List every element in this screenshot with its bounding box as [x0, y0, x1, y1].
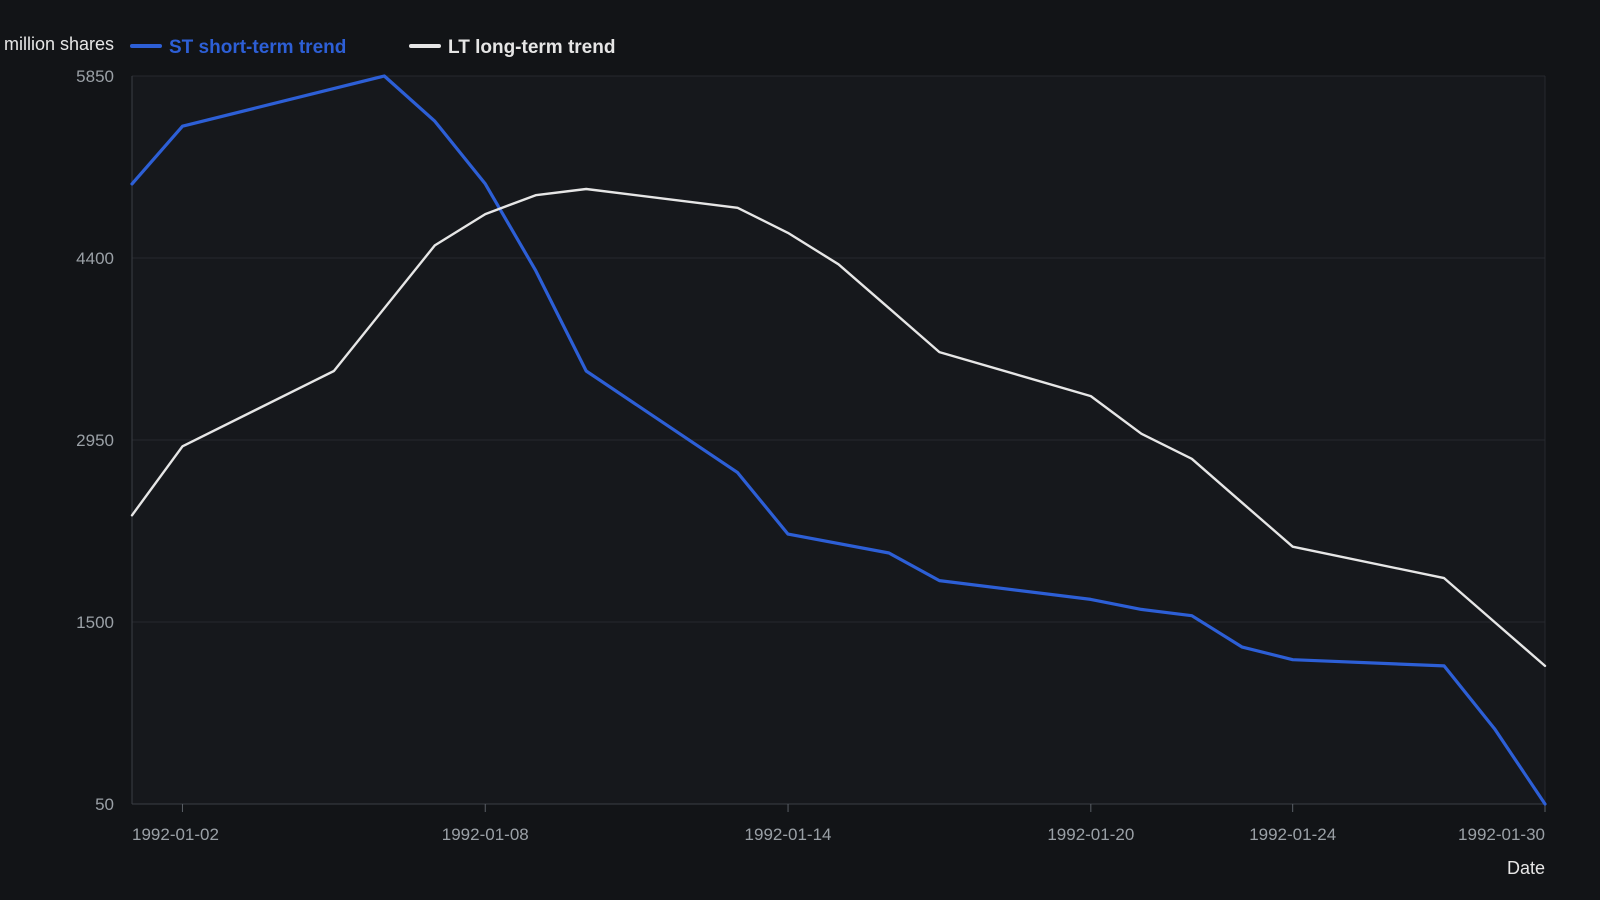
x-tick-label: 1992-01-30 [1458, 825, 1545, 844]
y-tick-label: 4400 [76, 249, 114, 268]
x-tick-label: 1992-01-20 [1047, 825, 1134, 844]
series-line-st [130, 74, 1547, 806]
legend-label: ST short-term trend [169, 37, 346, 58]
x-tick-label: 1992-01-24 [1249, 825, 1336, 844]
grid-lines [132, 75, 1546, 804]
x-tick-label: 1992-01-14 [745, 825, 832, 844]
legend: ST short-term trend LT long-term trend [130, 37, 615, 58]
x-tick-label: 1992-01-02 [132, 825, 219, 844]
series-line-lt [130, 187, 1547, 668]
y-tick-label: 50 [95, 795, 114, 814]
y-tick-label: 1500 [76, 613, 114, 632]
x-tick-label: 1992-01-08 [442, 825, 529, 844]
y-tick-label: 2950 [76, 431, 114, 450]
series-lines [130, 74, 1547, 806]
x-axis-title: Date [1507, 858, 1545, 878]
y-tick-label: 5850 [76, 67, 114, 86]
y-axis-title: million shares [4, 34, 114, 54]
legend-label: LT long-term trend [448, 37, 615, 58]
axes: 50 1500 2950 4400 5850 1992-01-02 1992-01-08 19… [4, 34, 1546, 878]
